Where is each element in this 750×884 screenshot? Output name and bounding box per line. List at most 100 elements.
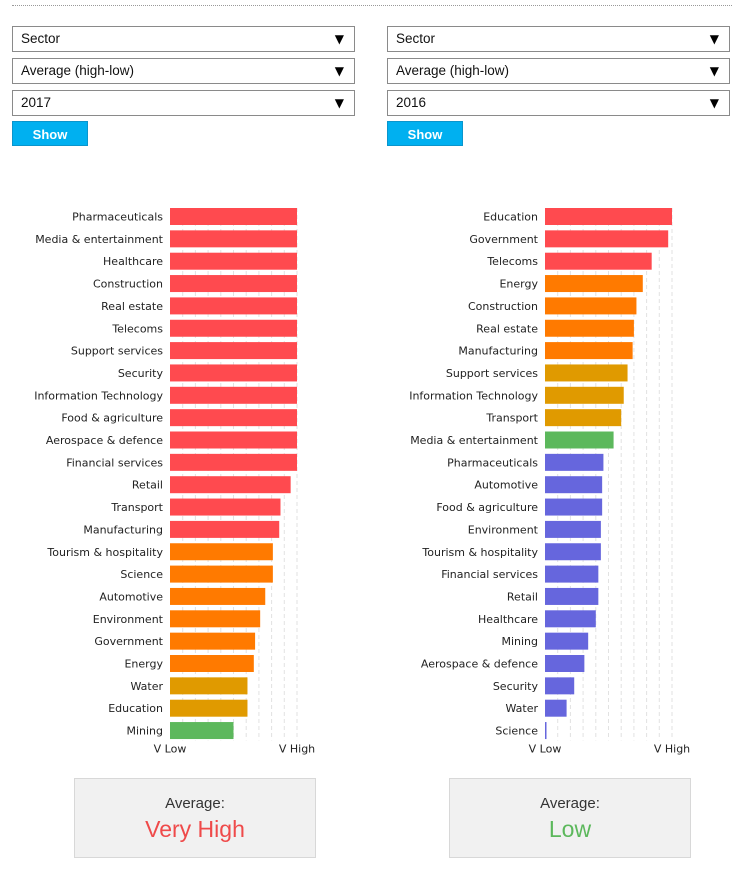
- category-label: Aerospace & defence: [46, 434, 163, 447]
- x-tick-label: V Low: [529, 742, 562, 755]
- year-select[interactable]: 2016 ▼: [387, 90, 730, 116]
- bar[interactable]: [545, 722, 547, 740]
- x-tick-label: V High: [279, 742, 315, 755]
- bar[interactable]: [545, 342, 633, 360]
- category-label: Mining: [501, 635, 538, 648]
- category-label: Tourism & hospitality: [421, 546, 538, 559]
- category-label: Construction: [468, 300, 538, 313]
- bar[interactable]: [170, 520, 280, 538]
- bar[interactable]: [545, 587, 599, 605]
- measure-select-value: Average (high-low): [396, 63, 510, 78]
- category-label: Support services: [446, 367, 538, 380]
- dropdown-arrow-icon: ▼: [709, 96, 719, 110]
- show-button[interactable]: Show: [12, 121, 88, 146]
- bar[interactable]: [170, 677, 248, 695]
- bar[interactable]: [170, 297, 297, 315]
- category-label: Telecoms: [111, 322, 163, 335]
- bar[interactable]: [170, 655, 254, 672]
- measure-select[interactable]: Average (high-low) ▼: [387, 58, 730, 84]
- year-select[interactable]: 2017 ▼: [12, 90, 355, 116]
- category-label: Retail: [507, 590, 538, 603]
- category-label: Water: [130, 680, 163, 693]
- category-label: Food & agriculture: [61, 412, 163, 425]
- comparison-panel-right: Sector ▼ Average (high-low) ▼ 2016 ▼ Sho…: [387, 0, 732, 884]
- bar-chart-2016: Education Government Telecoms Energy Constru…: [409, 208, 690, 755]
- bar[interactable]: [545, 252, 652, 270]
- bar[interactable]: [545, 655, 585, 672]
- measure-select-value: Average (high-low): [21, 63, 135, 78]
- bar[interactable]: [545, 230, 669, 248]
- category-label: Real estate: [476, 322, 538, 335]
- bar[interactable]: [545, 565, 599, 583]
- average-summary-box: Average: Very High: [74, 778, 316, 858]
- bar[interactable]: [545, 275, 643, 293]
- bar[interactable]: [170, 208, 297, 225]
- show-button[interactable]: Show: [387, 121, 463, 146]
- bar[interactable]: [170, 632, 256, 650]
- bar[interactable]: [170, 386, 297, 404]
- dimension-select[interactable]: Sector ▼: [12, 26, 355, 52]
- bar[interactable]: [545, 208, 672, 225]
- bar[interactable]: [545, 677, 575, 695]
- bar[interactable]: [545, 610, 596, 628]
- bar[interactable]: [170, 543, 273, 561]
- average-label: Average:: [165, 795, 225, 812]
- dimension-select[interactable]: Sector ▼: [387, 26, 730, 52]
- bar[interactable]: [170, 587, 266, 605]
- category-label: Healthcare: [478, 613, 538, 626]
- bar[interactable]: [545, 386, 624, 404]
- bar[interactable]: [545, 319, 634, 337]
- bar[interactable]: [170, 565, 273, 583]
- bar[interactable]: [170, 498, 281, 516]
- bar[interactable]: [545, 453, 604, 471]
- bar[interactable]: [545, 520, 601, 538]
- bar[interactable]: [545, 364, 628, 382]
- category-label: Manufacturing: [458, 345, 538, 358]
- bar[interactable]: [170, 364, 297, 382]
- bar[interactable]: [170, 699, 248, 717]
- category-label: Information Technology: [409, 389, 538, 402]
- bar[interactable]: [170, 342, 297, 360]
- category-label: Energy: [499, 278, 538, 291]
- bar[interactable]: [170, 252, 297, 270]
- category-label: Transport: [110, 501, 163, 514]
- bar[interactable]: [170, 319, 297, 337]
- dropdown-arrow-icon: ▼: [334, 96, 344, 110]
- bar[interactable]: [170, 722, 234, 740]
- bar[interactable]: [170, 431, 297, 449]
- category-label: Retail: [132, 479, 163, 492]
- dimension-select-value: Sector: [396, 31, 436, 46]
- category-label: Government: [94, 635, 163, 648]
- category-label: Government: [469, 233, 538, 246]
- year-select-value: 2016: [396, 95, 427, 110]
- bar[interactable]: [170, 275, 297, 293]
- category-label: Information Technology: [34, 389, 163, 402]
- average-summary-box: Average: Low: [449, 778, 691, 858]
- x-tick-label: V Low: [154, 742, 187, 755]
- bar[interactable]: [170, 453, 297, 471]
- bar[interactable]: [170, 610, 261, 628]
- category-label: Media & entertainment: [410, 434, 538, 447]
- category-label: Mining: [126, 725, 163, 738]
- category-label: Automotive: [99, 590, 163, 603]
- bar[interactable]: [545, 409, 622, 427]
- average-value: Low: [548, 816, 592, 842]
- category-label: Automotive: [474, 479, 538, 492]
- category-label: Tourism & hospitality: [46, 546, 163, 559]
- bar[interactable]: [545, 297, 637, 315]
- bar[interactable]: [545, 699, 567, 717]
- measure-select[interactable]: Average (high-low) ▼: [12, 58, 355, 84]
- bar[interactable]: [545, 431, 614, 449]
- category-label: Support services: [71, 345, 163, 358]
- bar[interactable]: [545, 498, 603, 516]
- category-label: Aerospace & defence: [421, 658, 538, 671]
- bar[interactable]: [545, 632, 589, 650]
- bar-chart-2017: Pharmaceuticals Media & entertainment Heal…: [34, 208, 315, 755]
- bar[interactable]: [545, 543, 601, 561]
- dropdown-arrow-icon: ▼: [709, 64, 719, 78]
- bar[interactable]: [170, 230, 297, 248]
- bar[interactable]: [545, 476, 603, 494]
- bar[interactable]: [170, 476, 291, 494]
- category-label: Education: [108, 702, 163, 715]
- bar[interactable]: [170, 409, 297, 427]
